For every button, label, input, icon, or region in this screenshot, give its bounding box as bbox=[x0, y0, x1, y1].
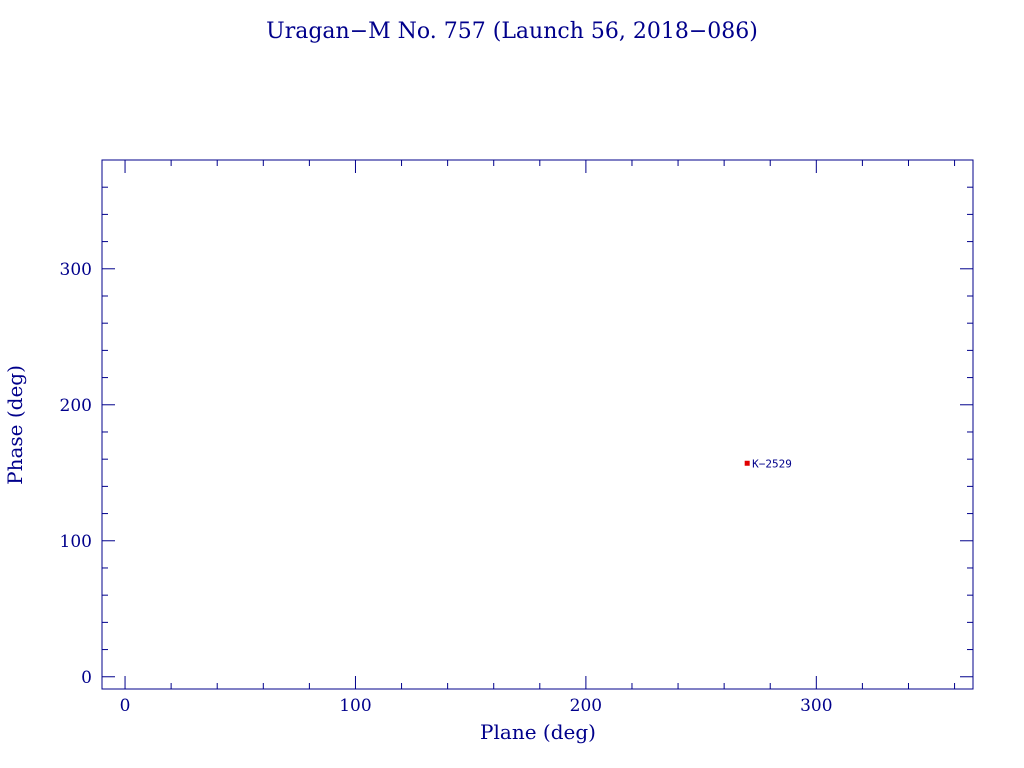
y-tick-label: 100 bbox=[60, 532, 92, 552]
x-tick-label: 300 bbox=[800, 696, 832, 716]
y-tick-labels: 0 100 200 300 bbox=[60, 260, 92, 688]
x-tick-label: 100 bbox=[339, 696, 371, 716]
y-tick-label: 200 bbox=[60, 396, 92, 416]
x-tick-labels: 0 100 200 300 bbox=[120, 696, 833, 716]
chart-title: Uragan−M No. 757 (Launch 56, 2018−086) bbox=[266, 19, 758, 44]
data-point-marker bbox=[744, 460, 750, 466]
data-points: K−2529 bbox=[744, 457, 792, 470]
data-point-label: K−2529 bbox=[752, 457, 792, 470]
plot-area-frame bbox=[101, 159, 974, 690]
y-tick-label: 0 bbox=[81, 668, 92, 688]
y-tick-label: 300 bbox=[60, 260, 92, 280]
x-axis-label: Plane (deg) bbox=[480, 720, 596, 744]
x-tick-label: 0 bbox=[120, 696, 131, 716]
x-tick-label: 200 bbox=[570, 696, 602, 716]
y-axis-label: Phase (deg) bbox=[3, 365, 27, 485]
axis-ticks bbox=[102, 159, 973, 689]
